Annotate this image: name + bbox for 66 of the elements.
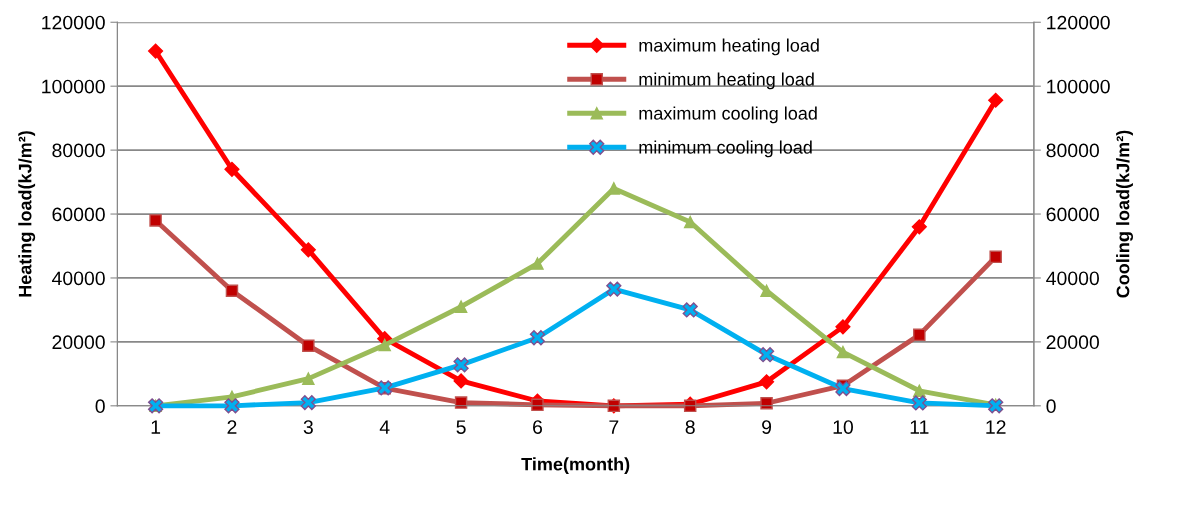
point — [302, 339, 315, 352]
y2-tick-label: 100000 — [1047, 79, 1110, 94]
point — [835, 319, 851, 335]
y-tick-label: 20000 — [52, 335, 105, 350]
y2-tick-label: 20000 — [1046, 335, 1099, 350]
legend-label: minimum heating load — [639, 72, 814, 90]
point — [531, 257, 544, 270]
x-tick-label: 11 — [910, 420, 929, 434]
x-tick-label: 3 — [303, 420, 313, 434]
point — [224, 161, 240, 177]
y2-tick-label: 80000 — [1046, 143, 1099, 158]
point — [224, 398, 240, 414]
point — [913, 384, 926, 398]
x-tick-label: 7 — [609, 420, 619, 434]
point — [758, 347, 775, 363]
point — [148, 43, 164, 59]
y-tick-label: 40000 — [51, 271, 105, 286]
x-tick-label: 8 — [685, 420, 695, 434]
point — [835, 380, 851, 397]
point — [682, 302, 698, 318]
point — [453, 357, 469, 373]
y2-tick-label: 40000 — [1046, 271, 1099, 286]
point — [149, 214, 162, 227]
point — [529, 330, 546, 346]
point — [300, 242, 316, 258]
y2-tick-label: 120000 — [1047, 15, 1110, 30]
point — [454, 396, 468, 409]
point — [683, 215, 697, 229]
legend-label: maximum heating load — [639, 38, 819, 56]
x-tick-label: 1 — [151, 420, 161, 434]
point — [913, 328, 926, 342]
y-tick-label: 80000 — [52, 143, 105, 158]
point — [454, 300, 468, 313]
point — [378, 338, 391, 352]
y2-axis-title: Cooling load(kJ/m²) — [1116, 130, 1134, 298]
point — [988, 92, 1004, 108]
y-tick-label: 120000 — [42, 15, 105, 30]
point — [836, 345, 850, 359]
x-axis-title: Time(month) — [521, 457, 630, 475]
point — [911, 395, 927, 411]
point — [531, 398, 544, 412]
y-axis-title: Heating load(kJ/m²) — [18, 131, 36, 297]
x-tick-label: 5 — [456, 420, 466, 434]
x-tick-label: 4 — [379, 420, 390, 434]
point — [606, 281, 622, 297]
y2-tick-label: 0 — [1046, 399, 1056, 414]
point — [453, 373, 469, 389]
x-tick-label: 10 — [833, 420, 853, 434]
y-tick-label: 0 — [95, 399, 105, 414]
legend-label: minimum cooling load — [639, 140, 812, 158]
point — [225, 284, 239, 297]
x-tick-label: 9 — [762, 420, 772, 434]
point — [300, 394, 316, 411]
point — [607, 182, 621, 195]
x-tick-label: 12 — [986, 420, 1006, 434]
x-tick-label: 6 — [533, 420, 543, 434]
point — [302, 372, 315, 385]
y-tick-label: 100000 — [42, 79, 105, 94]
point — [759, 374, 775, 390]
point — [911, 219, 927, 235]
y-tick-label: 60000 — [52, 207, 105, 222]
legend-label: maximum cooling load — [639, 106, 817, 124]
y2-tick-label: 60000 — [1046, 207, 1099, 222]
point — [760, 397, 773, 410]
point — [989, 250, 1002, 264]
x-tick-label: 2 — [227, 420, 237, 434]
